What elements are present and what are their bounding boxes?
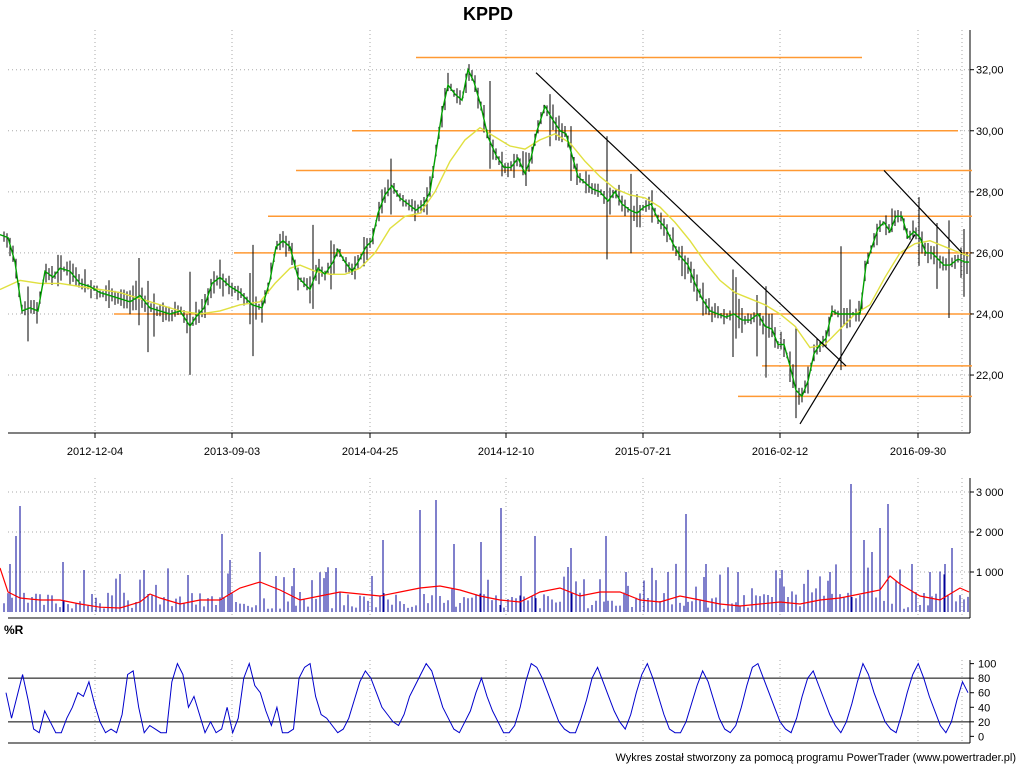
price-close-line	[0, 67, 969, 398]
price-ytick-label-4: 30,00	[976, 126, 1004, 138]
trend-line-0	[535, 72, 847, 367]
price-ytick-label-2: 26,00	[976, 248, 1004, 260]
x-tick-label-4: 2015-07-21	[615, 446, 671, 458]
x-tick-label-0: 2012-12-04	[67, 446, 123, 458]
trend-line-1	[799, 234, 916, 425]
vol-ytick-label-1: 2 000	[976, 527, 1004, 539]
vol-ytick-label-2: 3 000	[976, 487, 1004, 499]
williams-r-line	[5, 661, 969, 735]
x-tick-label-5: 2016-02-12	[752, 446, 808, 458]
wr-ytick-label-2: 40	[978, 702, 990, 714]
price-ytick-label-5: 32,00	[976, 65, 1004, 77]
x-tick-label-6: 2016-09-30	[890, 446, 946, 458]
x-tick-label-2: 2014-04-25	[342, 446, 398, 458]
x-tick-label-1: 2013-09-03	[204, 446, 260, 458]
footer-credit: Wykres został stworzony za pomocą progra…	[615, 752, 1016, 764]
volume-ma-line	[0, 567, 970, 609]
chart-title: KPPD	[463, 4, 513, 24]
volume-panel: 1 000 2 000 3 000	[0, 478, 1004, 619]
wr-ytick-label-5: 100	[978, 659, 996, 671]
trend-line-2	[883, 170, 963, 254]
williams-r-label: %R	[4, 623, 24, 637]
vol-ytick-label-0: 1 000	[976, 567, 1004, 579]
price-ytick-label-0: 22,00	[976, 370, 1004, 382]
wr-ytick-label-3: 60	[978, 688, 990, 700]
price-ma-line	[0, 126, 970, 349]
wr-ytick-label-0: 0	[978, 731, 984, 743]
price-panel: 22,00 24,00 26,00 28,00 30,00 32,00 2012-12-0…	[0, 30, 1004, 458]
x-tick-label-3: 2014-12-10	[478, 446, 534, 458]
price-ytick-label-1: 24,00	[976, 309, 1004, 321]
williams-r-panel: %R 0 20 40 60 80 100	[4, 623, 996, 744]
wr-ytick-label-4: 80	[978, 673, 990, 685]
wr-ytick-label-1: 20	[978, 717, 990, 729]
price-ytick-label-3: 28,00	[976, 187, 1004, 199]
